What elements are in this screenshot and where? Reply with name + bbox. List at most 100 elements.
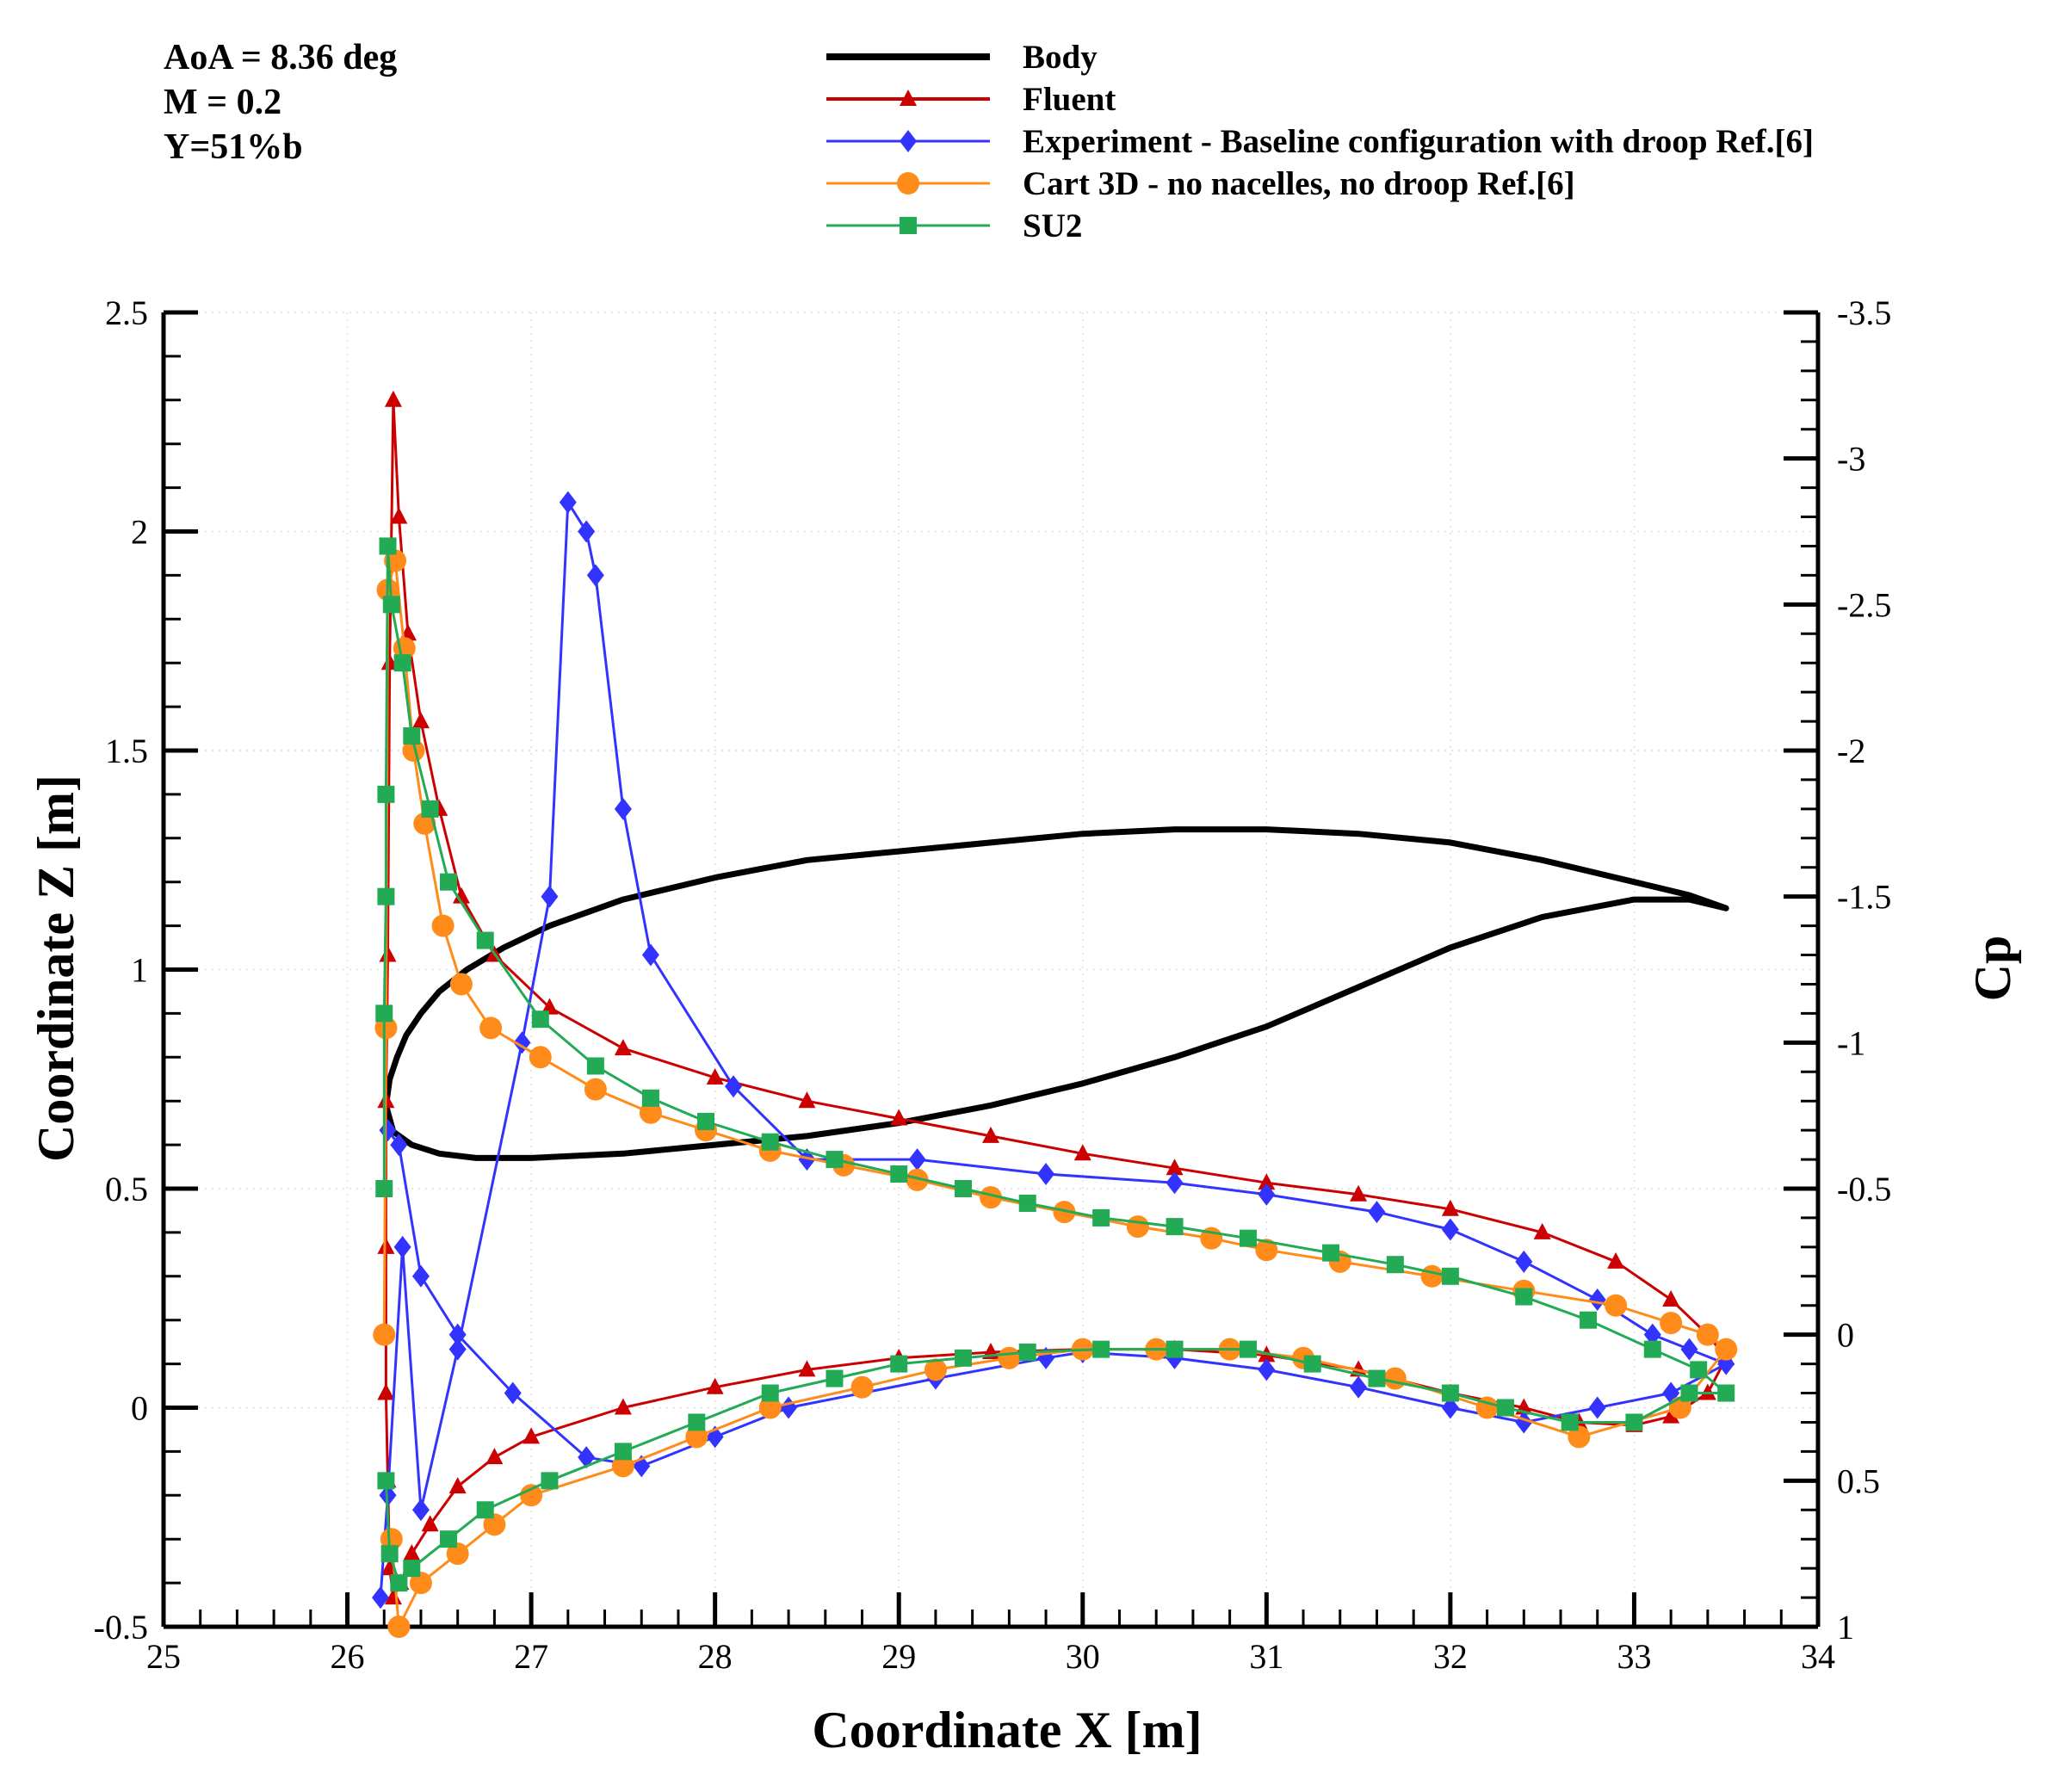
y-left-tick-label: 1.5 (105, 732, 148, 770)
data-point (413, 812, 436, 835)
data-point (403, 1544, 421, 1561)
y-left-tick-label: -0.5 (94, 1608, 148, 1647)
data-point (421, 1515, 439, 1532)
data-point (614, 1443, 632, 1461)
data-point (639, 1101, 662, 1124)
data-point (696, 1112, 714, 1130)
data-point (1166, 1171, 1184, 1195)
data-point (384, 390, 402, 407)
data-point (402, 739, 425, 762)
data-point (1643, 1340, 1661, 1358)
x-tick-label: 25 (146, 1637, 181, 1676)
data-point (541, 885, 559, 908)
axes: 25 26 27 28 29 30 31 32 33 34 -0.5 0 0.5 1 1.5 2 2.5 1 0.5… (94, 294, 1892, 1676)
data-point (1715, 1338, 1738, 1361)
data-point (890, 1355, 908, 1373)
x-axis-title: Coordinate X [m] (812, 1702, 1202, 1758)
data-point (379, 537, 397, 555)
data-point (1717, 1384, 1735, 1402)
data-point (1441, 1396, 1459, 1419)
data-point (1368, 1369, 1386, 1387)
legend-entry-experiment: Experiment - Baseline configuration with… (826, 123, 1814, 160)
y-right-tick-label: -2.5 (1837, 585, 1891, 624)
y-right-tick-label: -3 (1837, 440, 1865, 479)
legend-label: SU2 (1023, 207, 1082, 244)
data-point (1680, 1384, 1698, 1402)
data-point (476, 1501, 494, 1519)
data-point (798, 1360, 816, 1377)
annotation-aoa: AoA = 8.36 deg (164, 38, 397, 77)
legend-entry-su2: SU2 (826, 207, 1082, 244)
data-point (1515, 1250, 1533, 1273)
data-point (1580, 1311, 1598, 1329)
data-point (954, 1180, 972, 1197)
y-left-tick-label: 2 (131, 513, 148, 552)
legend-entry-body: Body (826, 39, 1098, 76)
x-tick-label: 33 (1617, 1637, 1651, 1676)
data-point (1441, 1199, 1459, 1216)
y-left-tick-label: 2.5 (105, 294, 148, 332)
series-body (382, 826, 1729, 1161)
data-point (377, 887, 395, 905)
annotation-span: Y=51%b (164, 127, 303, 167)
data-point (393, 1235, 411, 1258)
y-right-tick-label: -2 (1837, 732, 1865, 770)
y-right-tick-label: -1.5 (1837, 878, 1891, 917)
data-point (387, 1616, 411, 1638)
data-point (452, 887, 470, 904)
data-point (431, 914, 455, 937)
data-point (403, 1560, 421, 1578)
y-left-tick-label: 0.5 (105, 1170, 148, 1208)
data-point (1607, 1251, 1625, 1269)
data-point (1126, 1215, 1149, 1239)
data-point (1258, 1358, 1276, 1381)
legend-label: Experiment - Baseline configuration with… (1023, 123, 1814, 160)
annotations: AoA = 8.36 deg M = 0.2 Y=51%b (164, 38, 397, 167)
data-point (1680, 1338, 1698, 1361)
data-point (541, 998, 559, 1015)
data-point (411, 712, 430, 729)
data-point (924, 1358, 947, 1381)
data-point (373, 1323, 396, 1346)
data-point (1625, 1413, 1643, 1431)
data-point (1441, 1218, 1459, 1241)
data-point (479, 1016, 503, 1040)
data-point (409, 1572, 432, 1595)
data-point (685, 1425, 708, 1449)
legend-marker (897, 172, 919, 195)
data-point (706, 1377, 724, 1394)
y-left-axis-title: Coordinate Z [m] (28, 775, 84, 1162)
x-tick-label: 28 (698, 1637, 733, 1676)
data-point (448, 1477, 467, 1494)
legend-marker (900, 130, 917, 152)
data-point (890, 1109, 908, 1126)
x-tick-label: 29 (881, 1637, 916, 1676)
data-point (375, 1180, 393, 1197)
y-right-tick-label: 1 (1837, 1608, 1854, 1647)
data-point (1018, 1194, 1036, 1212)
y-right-axis-title: Cp (1964, 936, 2021, 1002)
data-point (761, 1384, 779, 1402)
data-point (446, 1542, 469, 1566)
data-point (377, 1383, 395, 1400)
series-cart (373, 549, 1738, 1638)
legend: Body Fluent Experiment - Baseline config… (826, 39, 1814, 244)
data-point (761, 1133, 779, 1151)
legend-label: Fluent (1023, 81, 1116, 118)
data-point (1660, 1312, 1683, 1335)
data-point (1515, 1288, 1533, 1306)
data-point (1533, 1222, 1551, 1239)
data-point (1350, 1375, 1368, 1399)
data-point (390, 507, 408, 524)
annotation-mach: M = 0.2 (164, 83, 281, 122)
data-point (1420, 1264, 1444, 1288)
data-point (1690, 1361, 1708, 1379)
data-point (379, 945, 397, 962)
data-point (1053, 1201, 1076, 1224)
data-point (559, 491, 577, 514)
legend-entry-fluent: Fluent (826, 81, 1116, 118)
legend-marker-shape (900, 130, 917, 152)
data-point (377, 785, 395, 803)
data-point (688, 1413, 706, 1431)
data-point (1239, 1229, 1257, 1247)
